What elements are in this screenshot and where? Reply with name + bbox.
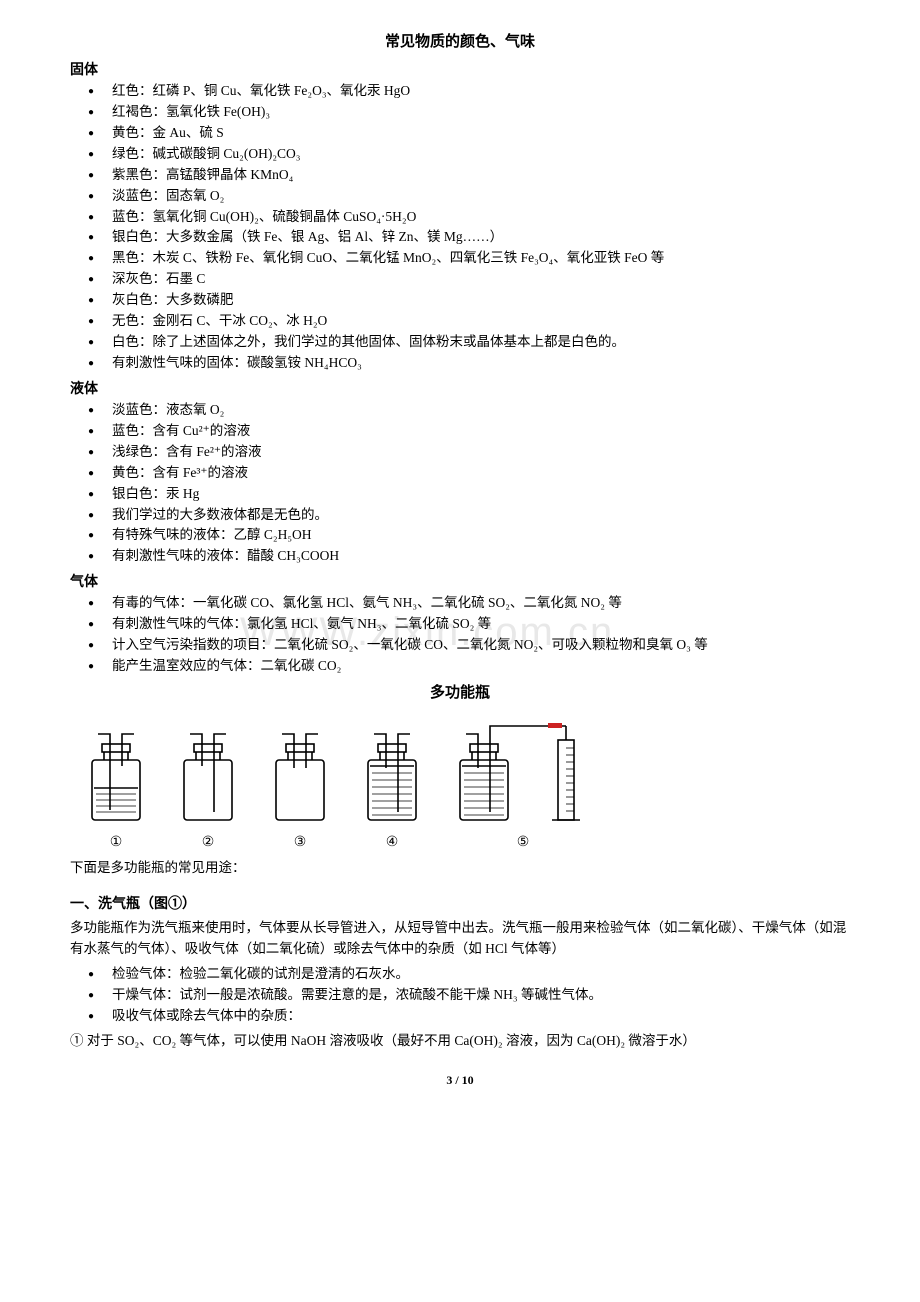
liquid-list: 淡蓝色：液态氧 O₂ 蓝色：含有 Cu²⁺的溶液 浅绿色：含有 Fe²⁺的溶液 … [70, 400, 850, 567]
list-item: 能产生温室效应的气体：二氧化碳 CO₂ [70, 656, 850, 677]
section-1-head: 一、洗气瓶（图①） [70, 893, 850, 913]
title-multifunction-bottle: 多功能瓶 [70, 681, 850, 702]
section-1-intro: 多功能瓶作为洗气瓶来使用时，气体要从长导管进入，从短导管中出去。洗气瓶一般用来检… [70, 917, 850, 960]
list-item: 干燥气体：试剂一般是浓硫酸。需要注意的是，浓硫酸不能干燥 NH₃ 等碱性气体。 [70, 985, 850, 1006]
list-item: 有刺激性气味的液体：醋酸 CH₃COOH [70, 546, 850, 567]
list-item: 淡蓝色：固态氧 O₂ [70, 186, 850, 207]
section-1-list: 检验气体：检验二氧化碳的试剂是澄清的石灰水。 干燥气体：试剂一般是浓硫酸。需要注… [70, 964, 850, 1027]
list-item: 淡蓝色：液态氧 O₂ [70, 400, 850, 421]
list-item: 吸收气体或除去气体中的杂质： [70, 1006, 850, 1027]
section-liquid-head: 液体 [70, 378, 850, 398]
list-item: 黑色：木炭 C、铁粉 Fe、氧化铜 CuO、二氧化锰 MnO₂、四氧化三铁 Fe… [70, 248, 850, 269]
list-item: 蓝色：含有 Cu²⁺的溶液 [70, 421, 850, 442]
bottle-label: ⑤ [517, 834, 530, 851]
bottle-label: ④ [386, 834, 399, 851]
list-item: 计入空气污染指数的项目：二氧化硫 SO₂、一氧化碳 CO、二氧化氮 NO₂、可吸… [70, 635, 850, 656]
bottle-label: ③ [294, 834, 307, 851]
list-item: 有毒的气体：一氧化碳 CO、氯化氢 HCl、氨气 NH₃、二氧化硫 SO₂、二氧… [70, 593, 850, 614]
title-substance-colors: 常见物质的颜色、气味 [70, 30, 850, 51]
list-item: 有刺激性气味的气体：氯化氢 HCl、氨气 NH₃、二氧化硫 SO₂ 等 [70, 614, 850, 635]
bottle-1-icon [80, 728, 152, 828]
figure-caption: 下面是多功能瓶的常见用途： [70, 857, 850, 879]
list-item: 有刺激性气味的固体：碳酸氢铵 NH₄HCO₃ [70, 353, 850, 374]
page-number: 3 / 10 [70, 1073, 850, 1088]
list-item: 有特殊气味的液体：乙醇 C₂H₅OH [70, 525, 850, 546]
bottle-3-icon [264, 728, 336, 828]
section-solid-head: 固体 [70, 59, 850, 79]
bottle-label: ① [110, 834, 123, 851]
list-item: 我们学过的大多数液体都是无色的。 [70, 505, 850, 526]
solid-list: 红色：红磷 P、铜 Cu、氧化铁 Fe₂O₃、氧化汞 HgO 红褐色：氢氧化铁 … [70, 81, 850, 374]
list-item: 绿色：碱式碳酸铜 Cu₂(OH)₂CO₃ [70, 144, 850, 165]
list-item: 紫黑色：高锰酸钾晶体 KMnO₄ [70, 165, 850, 186]
section-1-sub1: ① 对于 SO₂、CO₂ 等气体，可以使用 NaOH 溶液吸收（最好不用 Ca(… [70, 1031, 850, 1052]
list-item: 蓝色：氢氧化铜 Cu(OH)₂、硫酸铜晶体 CuSO₄·5H₂O [70, 207, 850, 228]
gas-list: 有毒的气体：一氧化碳 CO、氯化氢 HCl、氨气 NH₃、二氧化硫 SO₂、二氧… [70, 593, 850, 677]
bottle-figure-row: ① ② [80, 718, 850, 851]
list-item: 黄色：含有 Fe³⁺的溶液 [70, 463, 850, 484]
list-item: 灰白色：大多数磷肥 [70, 290, 850, 311]
list-item: 浅绿色：含有 Fe²⁺的溶液 [70, 442, 850, 463]
bottle-2-icon [172, 728, 244, 828]
list-item: 深灰色：石墨 C [70, 269, 850, 290]
list-item: 黄色：金 Au、硫 S [70, 123, 850, 144]
bottle-label: ② [202, 834, 215, 851]
list-item: 红褐色：氢氧化铁 Fe(OH)₃ [70, 102, 850, 123]
bottle-5-icon [448, 718, 598, 828]
bottle-4-icon [356, 728, 428, 828]
list-item: 银白色：汞 Hg [70, 484, 850, 505]
list-item: 检验气体：检验二氧化碳的试剂是澄清的石灰水。 [70, 964, 850, 985]
list-item: 银白色：大多数金属（铁 Fe、银 Ag、铝 Al、锌 Zn、镁 Mg……） [70, 227, 850, 248]
list-item: 白色：除了上述固体之外，我们学过的其他固体、固体粉末或晶体基本上都是白色的。 [70, 332, 850, 353]
list-item: 无色：金刚石 C、干冰 CO₂、冰 H₂O [70, 311, 850, 332]
section-gas-head: 气体 [70, 571, 850, 591]
list-item: 红色：红磷 P、铜 Cu、氧化铁 Fe₂O₃、氧化汞 HgO [70, 81, 850, 102]
